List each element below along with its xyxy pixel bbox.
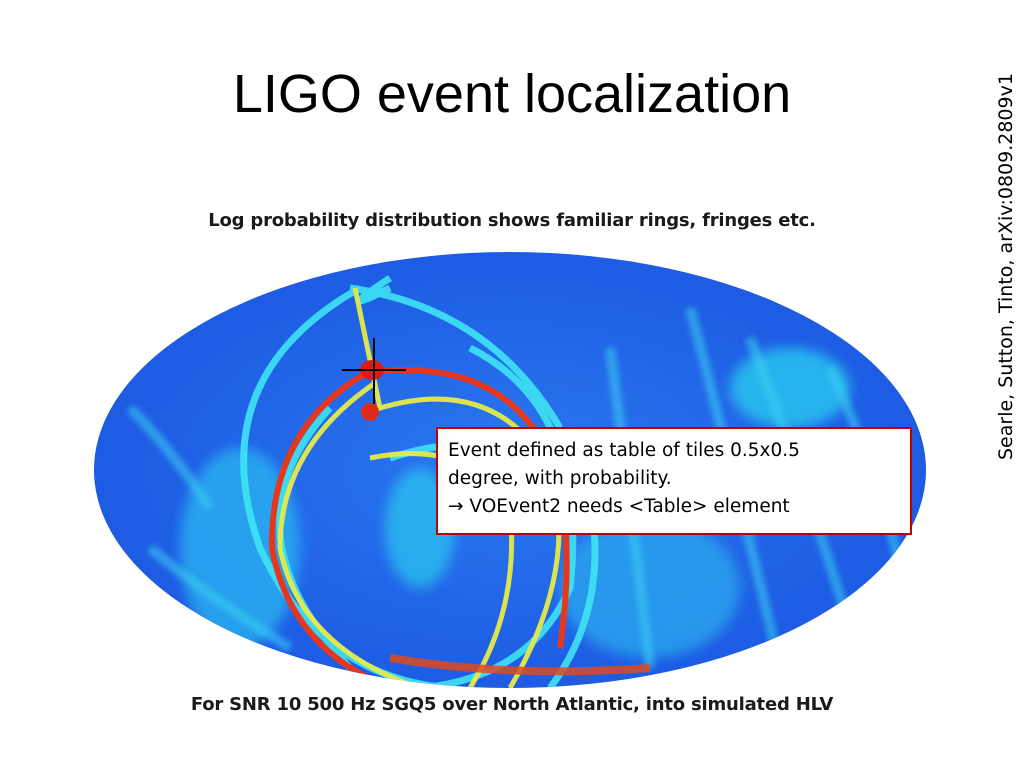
ring-cyan-5 bbox=[349, 284, 564, 430]
callout-line-2: degree, with probability. bbox=[448, 468, 672, 489]
cyan-patch-lower bbox=[560, 518, 740, 658]
ring-orange-bottom bbox=[389, 654, 651, 676]
cyan-patch-right bbox=[730, 348, 850, 428]
ring-yellow-4 bbox=[352, 287, 383, 409]
citation-credit: Searle, Sutton, Tinto, arXiv:0809.2809v1 bbox=[995, 73, 1017, 460]
figure-caption-bottom: For SNR 10 500 Hz SGQ5 over North Atlant… bbox=[190, 694, 834, 715]
callout-line-3: → VOEvent2 needs <Table> element bbox=[448, 496, 790, 517]
slide-title: LIGO event localization bbox=[232, 64, 792, 124]
ring-red-main bbox=[268, 369, 392, 688]
crosshair-marker bbox=[342, 338, 406, 404]
hotspot-secondary bbox=[361, 403, 379, 421]
ring-yellow-1 bbox=[277, 380, 421, 688]
fringe-left-2 bbox=[146, 544, 293, 653]
callout-line-1: Event defined as table of tiles 0.5x0.5 bbox=[448, 440, 800, 461]
figure-caption-top: Log probability distribution shows famil… bbox=[208, 210, 816, 231]
fringe-left-1 bbox=[126, 404, 215, 511]
callout-box: Event defined as table of tiles 0.5x0.5 … bbox=[436, 427, 912, 535]
